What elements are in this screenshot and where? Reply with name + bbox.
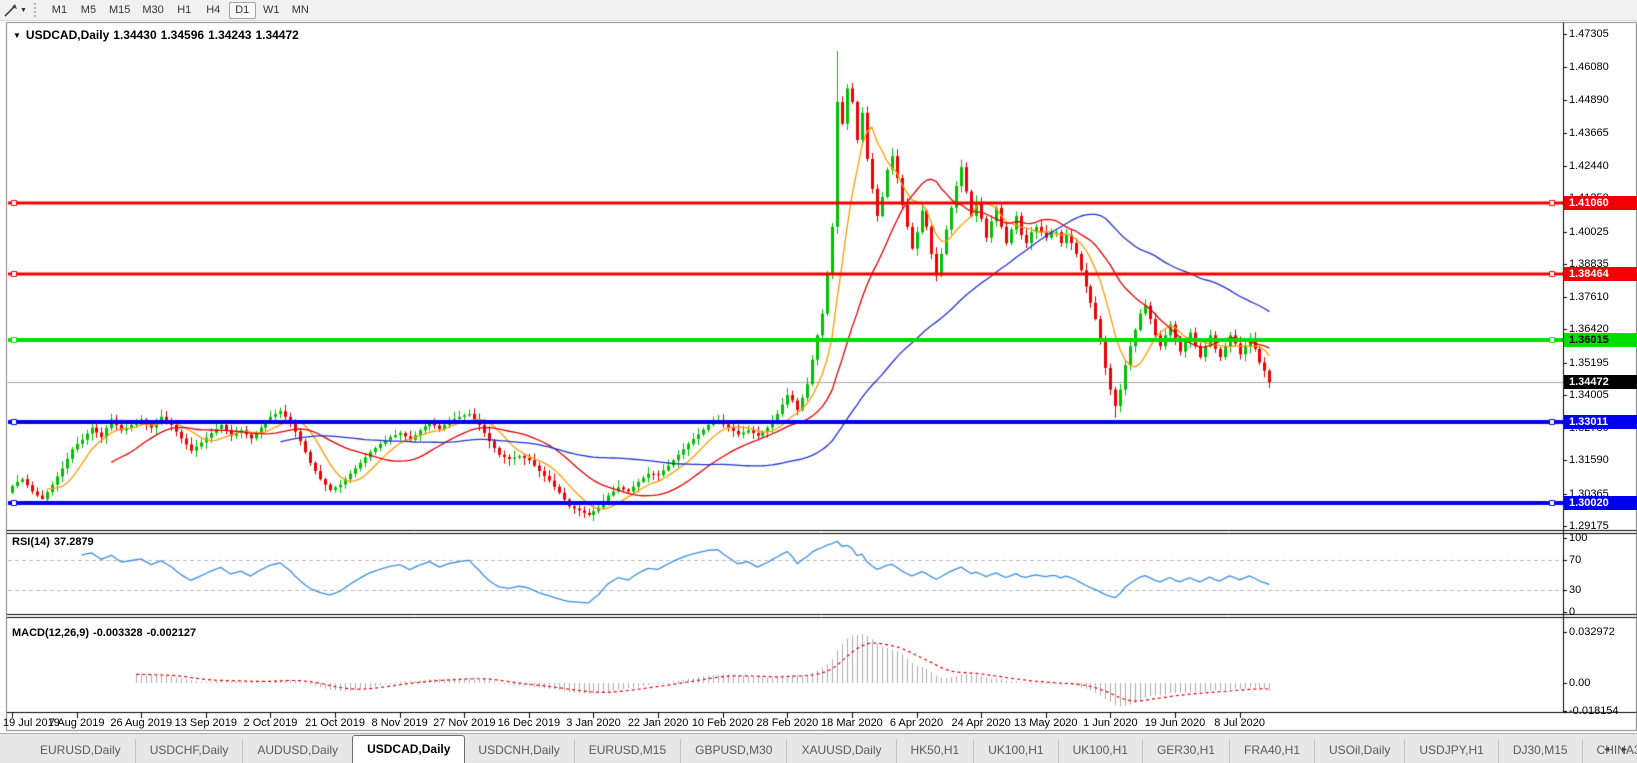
price-axis-label: 1.44890 (1569, 93, 1609, 106)
bar-low: 1.34243 (208, 28, 252, 42)
date-label: 28 Feb 2020 (756, 717, 819, 729)
rsi-caption: RSI(14) 37.2879 (12, 536, 98, 548)
price-axis-label: 1.38835 (1569, 257, 1609, 270)
price-axis-label: 1.29175 (1569, 520, 1609, 532)
date-label: 8 Jul 2020 (1214, 717, 1265, 729)
cursor-tool-icon[interactable] (1, 2, 19, 18)
tab-ger30-h1[interactable]: GER30,H1 (1143, 739, 1230, 763)
tab-fra40-h1[interactable]: FRA40,H1 (1230, 739, 1316, 763)
bar-high: 1.34596 (160, 28, 205, 42)
date-label: 24 Apr 2020 (951, 717, 1011, 729)
rsi-value: 37.2879 (53, 536, 94, 548)
price-axis-label: 1.43665 (1569, 126, 1609, 139)
bar-close: 1.34472 (255, 28, 299, 42)
toolbar-grip (33, 3, 38, 17)
rsi-scale-label: 0 (1569, 606, 1576, 618)
price-axis-label: 1.46080 (1569, 61, 1609, 74)
date-label: 6 Apr 2020 (889, 717, 944, 729)
tab-scroll-right-icon[interactable]: ▸ (1621, 744, 1627, 755)
timeframe-button-M5[interactable]: M5 (80, 3, 97, 16)
price-axis-label: 1.47305 (1569, 28, 1609, 40)
date-label: 13 Sep 2019 (174, 717, 238, 729)
hline-price-tag: 1.30020 (1564, 496, 1637, 511)
tab-uk100-h1[interactable]: UK100,H1 (1059, 739, 1143, 763)
timeframe-button-M15[interactable]: M15 (108, 3, 131, 16)
timeframe-button-M30[interactable]: M30 (142, 3, 164, 16)
tab-dj30-m15[interactable]: DJ30,M15 (1499, 739, 1583, 763)
price-axis-label: 1.40025 (1569, 225, 1609, 238)
toolbar: ▼ M1 M5 M15 M30 H1 H4 D1 W1 MN (0, 0, 1637, 21)
tab-scroll-arrows: ◂ ▸ (1594, 744, 1627, 755)
date-label: 19 Jul 2019 (3, 717, 60, 729)
price-axis-label: 1.37610 (1569, 291, 1609, 304)
chart-symbol: USDCAD,Daily (25, 28, 110, 42)
macd-scale-label: 0.00 (1569, 677, 1591, 689)
rsi-scale-label: 30 (1569, 583, 1582, 596)
tab-uk100-h1[interactable]: UK100,H1 (974, 739, 1059, 763)
timeframe-button-H4[interactable]: H4 (206, 3, 221, 16)
hline-price-tag: 1.36015 (1564, 333, 1637, 348)
tab-usdchf-daily[interactable]: USDCHF,Daily (136, 739, 244, 763)
timeframe-button-W1[interactable]: W1 (263, 3, 280, 16)
date-label: 7 Aug 2019 (48, 717, 105, 729)
date-label: 13 May 2020 (1013, 717, 1078, 729)
rsi-scale-label: 70 (1569, 554, 1582, 567)
timeframe-buttons: M1 M5 M15 M30 H1 H4 D1 W1 MN (45, 1, 315, 19)
price-axis-label: 1.31590 (1569, 454, 1609, 467)
tab-audusd-daily[interactable]: AUDUSD,Daily (243, 739, 354, 763)
macd-scale-label: -0.018154 (1569, 705, 1619, 718)
date-label: 8 Nov 2019 (371, 717, 428, 729)
price-axis-label: 1.42440 (1569, 160, 1609, 173)
tab-usdcad-daily[interactable]: USDCAD,Daily (352, 735, 466, 763)
date-label: 18 Mar 2020 (821, 717, 883, 729)
tool-dropdown-caret-icon[interactable]: ▼ (20, 6, 27, 14)
tab-gbpusd-m30[interactable]: GBPUSD,M30 (681, 739, 788, 763)
tab-eurusd-m15[interactable]: EURUSD,M15 (575, 739, 682, 763)
date-label: 3 Jan 2020 (566, 717, 621, 729)
tab-xauusd-daily[interactable]: XAUUSD,Daily (787, 739, 897, 763)
timeframe-button-MN[interactable]: MN (291, 3, 309, 16)
macd-caption: MACD(12,26,9) -0.003328 -0.002127 (12, 627, 200, 639)
symbol-tab-bar: EURUSD,Daily USDCHF,Daily AUDUSD,Daily USDC… (0, 733, 1637, 763)
chart-title-caret-icon: ▼ (13, 31, 21, 40)
macd-name: MACD(12,26,9) (12, 627, 90, 639)
tab-eurusd-daily[interactable]: EURUSD,Daily (26, 739, 136, 763)
hline-price-tag: 1.41060 (1564, 196, 1637, 211)
bar-open: 1.34430 (113, 28, 157, 42)
timeframe-button-M1[interactable]: M1 (51, 3, 68, 16)
tab-hk50-h1[interactable]: HK50,H1 (897, 739, 975, 763)
macd-main-value: -0.003328 (93, 627, 143, 639)
hline-price-tag: 1.33011 (1564, 414, 1637, 429)
tab-china300-h4[interactable]: CHINA300,H4 (1583, 739, 1637, 763)
chart-title: ▼ USDCAD,Daily 1.34430 1.34596 1.34243 1.3447… (13, 28, 303, 42)
timeframe-button-D1[interactable]: D1 (228, 1, 256, 19)
timeframe-button-H1[interactable]: H1 (177, 3, 192, 16)
price-axis-label: 1.35195 (1569, 356, 1609, 369)
tab-scroll-left-icon[interactable]: ◂ (1604, 744, 1610, 755)
date-label: 10 Feb 2020 (691, 717, 754, 729)
tab-usdcnh-daily[interactable]: USDCNH,Daily (464, 739, 575, 763)
price-axis-label: 1.34005 (1569, 388, 1609, 401)
date-label: 21 Oct 2019 (305, 717, 366, 729)
price-axis-label: 1.36420 (1569, 323, 1609, 336)
date-label: 26 Aug 2019 (110, 717, 173, 729)
tab-usdjpy-h1[interactable]: USDJPY,H1 (1405, 739, 1499, 763)
date-label: 27 Nov 2019 (433, 717, 496, 729)
current-price-tag: 1.34472 (1564, 375, 1637, 390)
tab-usoil-daily[interactable]: USOil,Daily (1315, 739, 1406, 763)
date-label: 22 Jan 2020 (627, 717, 689, 729)
date-label: 16 Dec 2019 (497, 717, 561, 729)
macd-signal-value: -0.002127 (146, 627, 197, 639)
rsi-scale-label: 100 (1569, 532, 1588, 544)
date-label: 1 Jun 2020 (1083, 717, 1138, 729)
hline-price-tag: 1.38464 (1564, 266, 1637, 281)
rsi-name: RSI(14) (12, 536, 50, 548)
date-label: 19 Jun 2020 (1144, 717, 1206, 729)
macd-scale-label: 0.032972 (1569, 626, 1615, 638)
date-label: 2 Oct 2019 (243, 717, 298, 729)
